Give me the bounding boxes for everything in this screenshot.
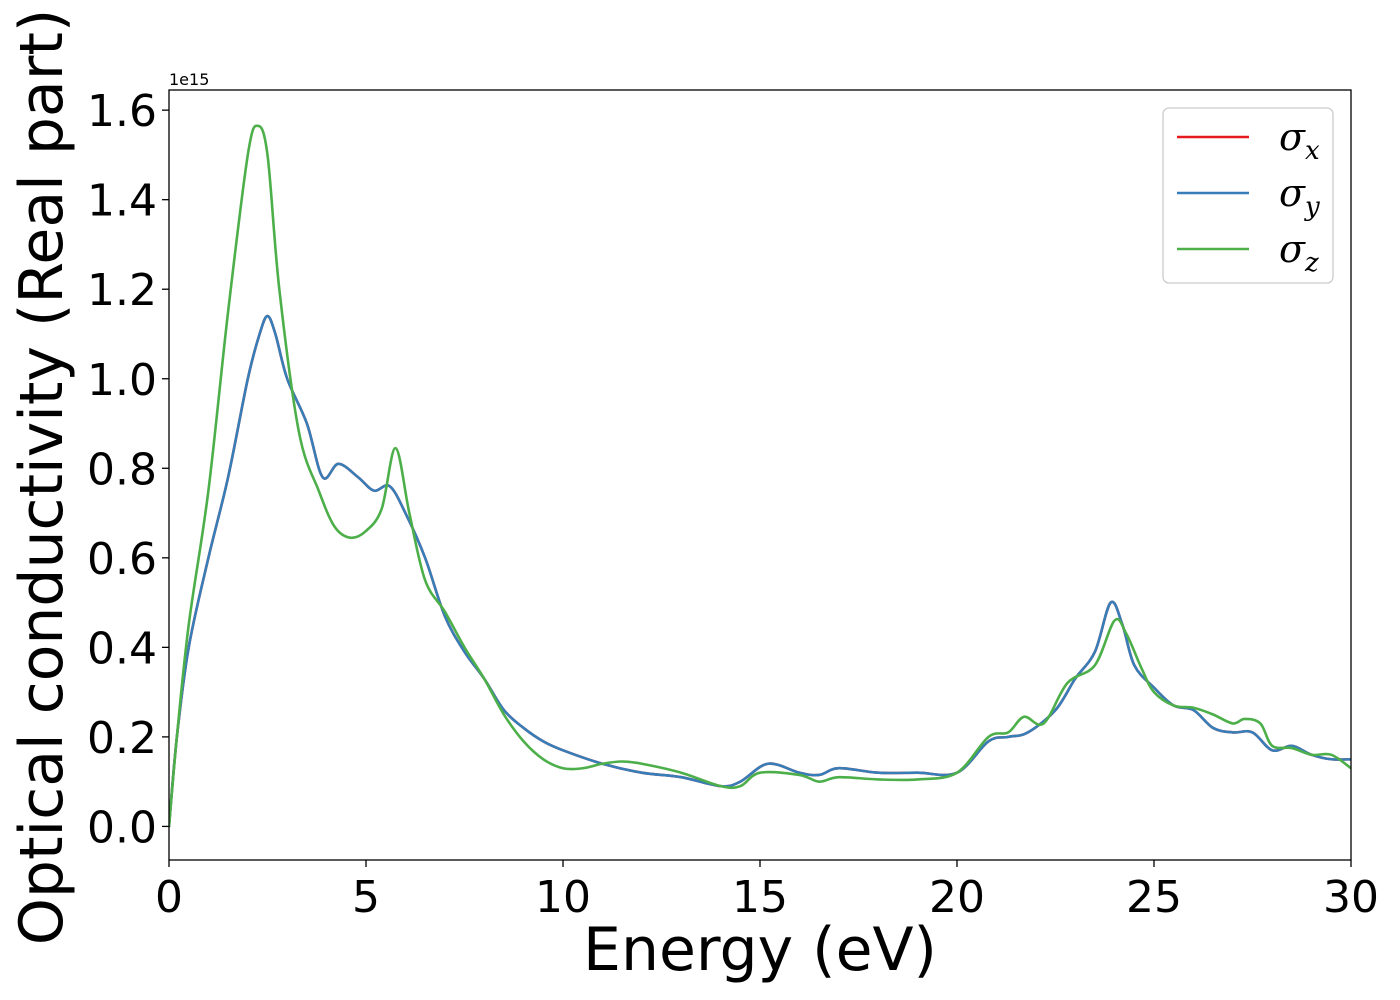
legend-label-x: σx: [1279, 115, 1320, 166]
y-tick-label: 0.6: [87, 534, 157, 585]
y-tick-label: 1.6: [87, 86, 157, 137]
y-tick-label: 0.4: [87, 623, 157, 674]
y-tick-label: 1.4: [87, 176, 157, 227]
x-tick-label: 20: [929, 872, 985, 923]
series-line-z: [169, 124, 1351, 828]
x-tick-label: 10: [535, 872, 591, 923]
y-offset-label: 1e15: [169, 70, 209, 89]
x-tick-label: 0: [155, 872, 183, 923]
legend-label-z: σz: [1279, 227, 1319, 278]
y-tick-label: 1.2: [87, 265, 157, 316]
y-axis: 0.0 0.2 0.4 0.6 0.8 1.0 1.2 1.4 1.6: [87, 86, 169, 853]
x-axis-label: Energy (eV): [583, 915, 937, 985]
y-tick-label: 0.2: [87, 713, 157, 764]
x-tick-label: 30: [1323, 872, 1379, 923]
y-tick-label: 1.0: [87, 355, 157, 406]
x-tick-label: 15: [732, 872, 788, 923]
y-axis-label: Optical conductivity (Real part): [7, 9, 77, 946]
series-layer: [169, 124, 1351, 828]
y-tick-label: 0.0: [87, 802, 157, 853]
x-axis: 0 5 10 15 20 25 30: [155, 860, 1379, 923]
y-tick-label: 0.8: [87, 444, 157, 495]
legend-box: [1162, 107, 1334, 284]
legend-label-y: σy: [1279, 171, 1320, 222]
x-tick-label: 25: [1126, 872, 1182, 923]
x-tick-label: 5: [352, 872, 380, 923]
series-line-y: [169, 314, 1351, 828]
